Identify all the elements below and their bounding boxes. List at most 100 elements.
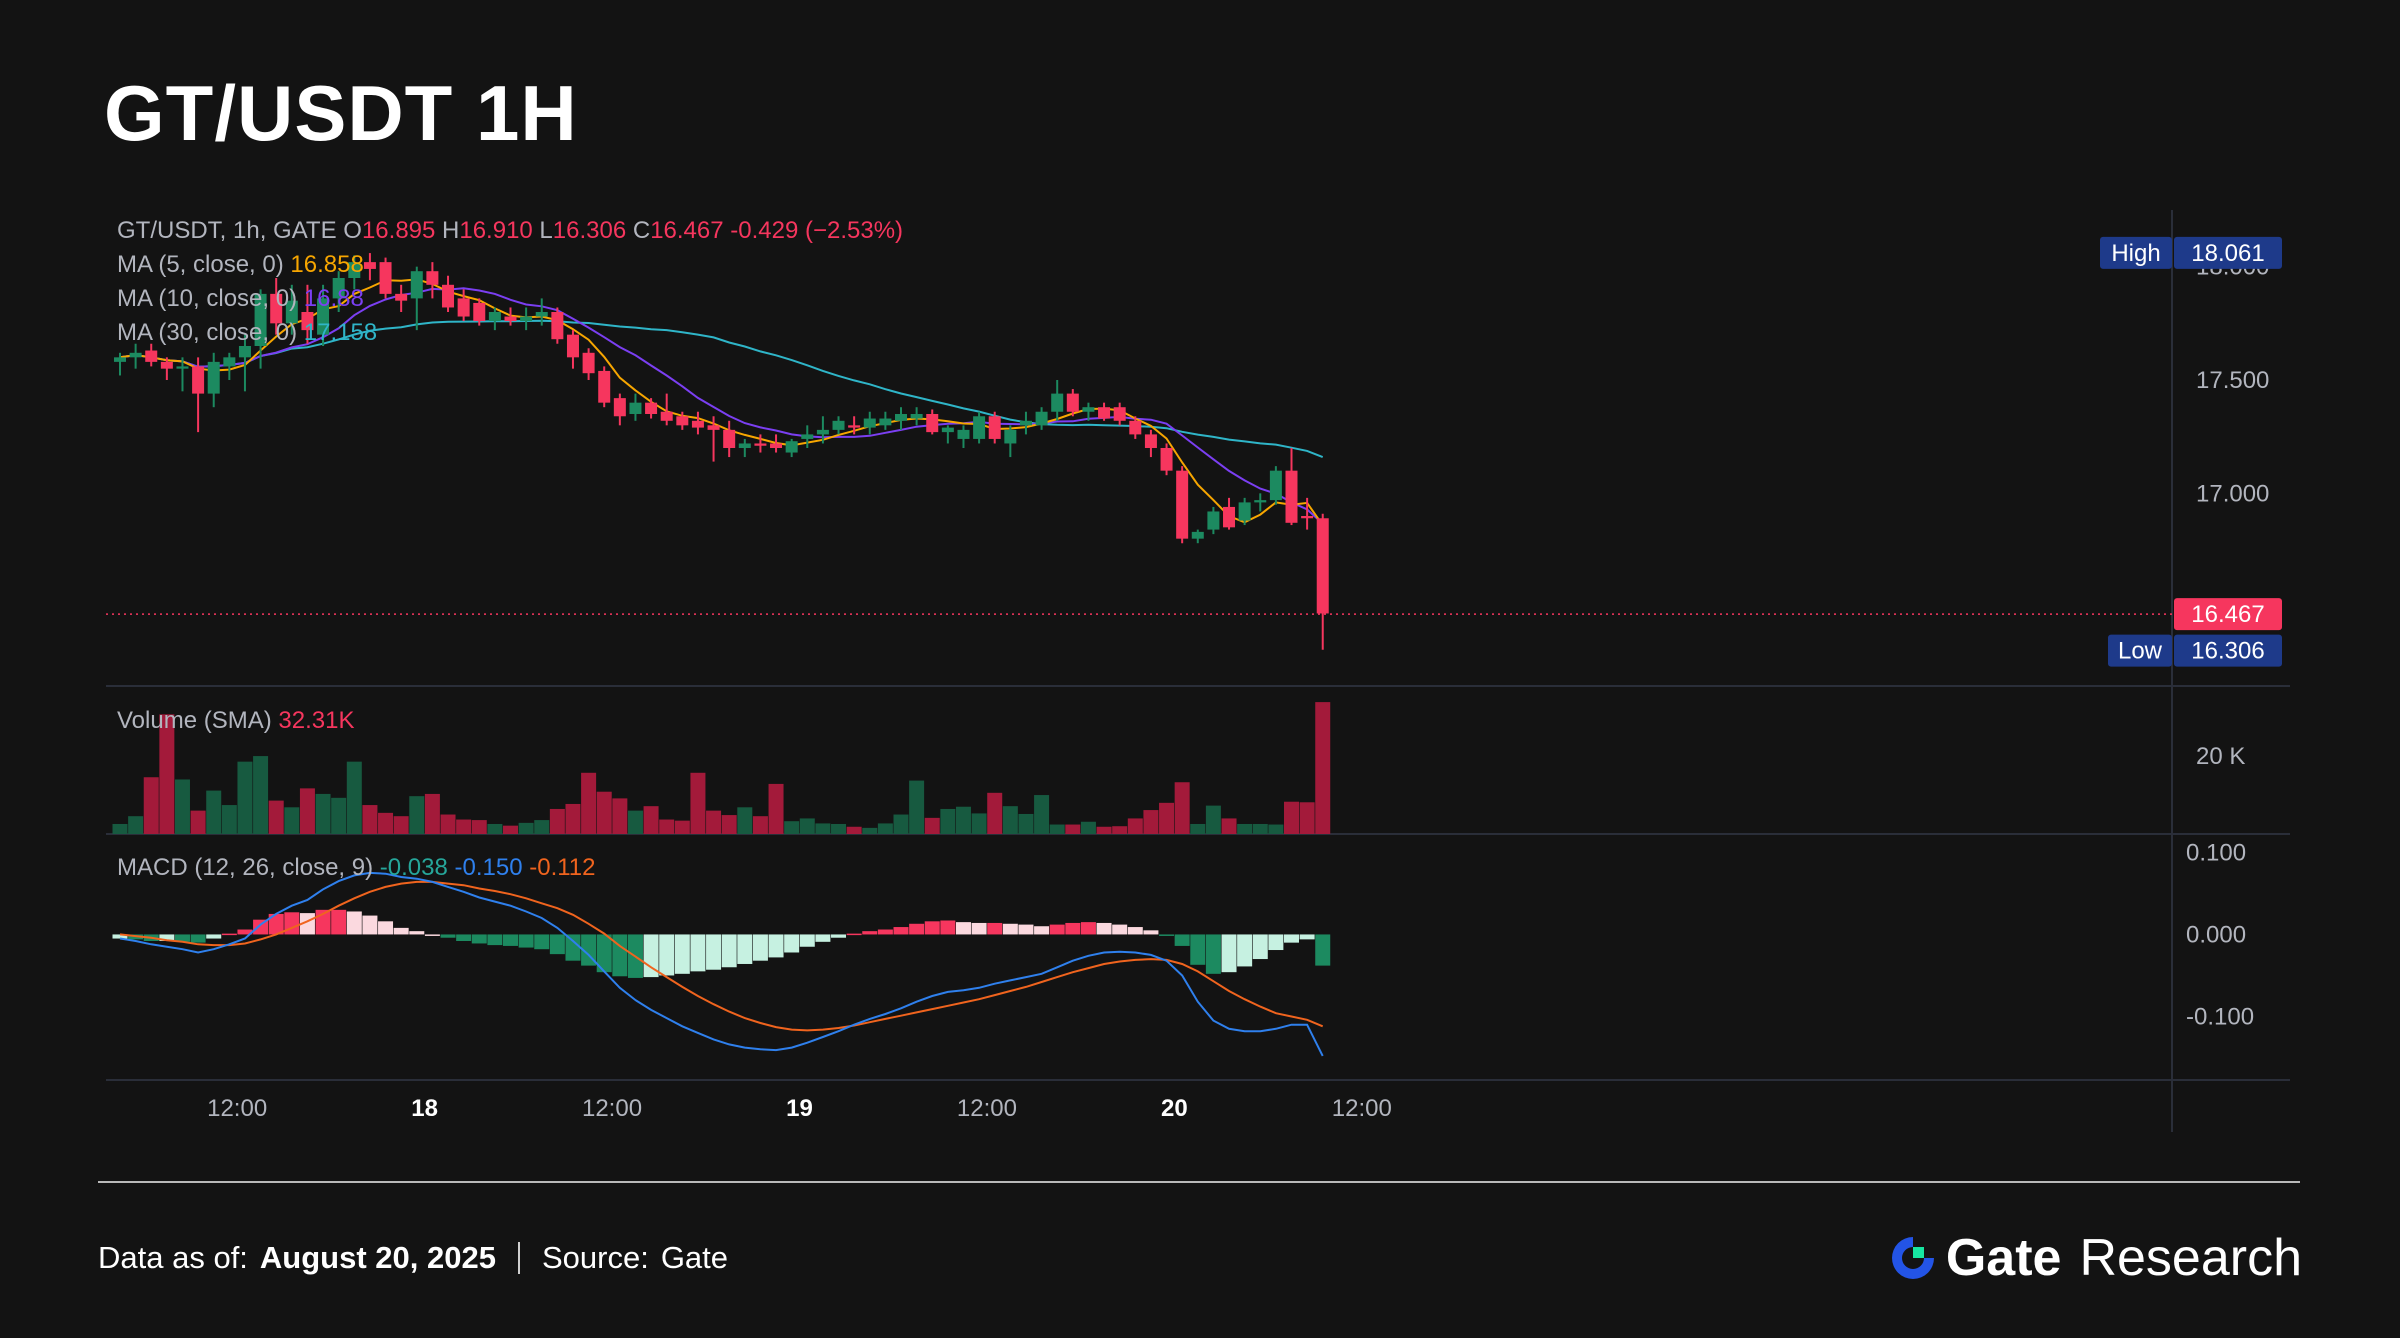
candle-body (1098, 407, 1111, 419)
volume-bar (1080, 821, 1096, 834)
candle-body (1082, 407, 1095, 412)
last-price-value: 16.467 (2191, 601, 2264, 628)
ma-30-line (119, 319, 1324, 459)
candle-body (114, 357, 126, 362)
high-value-badge (2174, 236, 2282, 269)
macd-histogram-bar (1080, 922, 1096, 935)
volume-bar (659, 819, 675, 834)
candle-body (879, 418, 892, 426)
candle-body (473, 302, 486, 322)
volume-bar (768, 783, 784, 834)
macd-axis-tick: -0.100 (2186, 1003, 2254, 1030)
footer-separator (517, 1242, 520, 1274)
candle-body (1301, 516, 1314, 519)
macd-histogram-bar (940, 920, 956, 935)
high-value: 18.061 (2191, 240, 2264, 267)
volume-legend-value: 32.31K (278, 707, 354, 734)
time-axis-tick: 12:00 (1332, 1095, 1392, 1122)
macd-histogram-bar (518, 934, 534, 948)
volume-bar (1159, 802, 1175, 834)
candle-body (301, 312, 314, 331)
macd-histogram-bar (643, 934, 659, 978)
macd-histogram-bar (1096, 922, 1112, 935)
volume-bar (674, 820, 690, 834)
volume-bar (128, 816, 144, 834)
macd-histogram-bar (799, 934, 815, 947)
candle-body (129, 352, 142, 358)
macd-legend-label: MACD (12, 26, close, 9) (117, 854, 373, 881)
open-value: 16.895 (362, 217, 435, 244)
candle-body (676, 416, 689, 426)
high-label-badge (2100, 236, 2172, 269)
volume-bar (706, 810, 722, 834)
volume-bar (815, 823, 831, 834)
volume-bar (456, 819, 472, 834)
macd-histogram-bar (831, 934, 847, 938)
candle-body (566, 334, 579, 358)
candle-body (988, 416, 1001, 439)
volume-bar (331, 797, 347, 834)
volume-bar (596, 791, 612, 834)
macd-histogram-bar (1049, 924, 1065, 935)
candle-body (1238, 502, 1251, 521)
candle-body (1129, 420, 1142, 435)
macd-histogram-bar (1205, 934, 1221, 974)
high-value-text: 16.910 (459, 217, 532, 244)
candle-body (957, 429, 970, 439)
macd-histogram-bar (1174, 934, 1190, 946)
macd-histogram-bar (909, 923, 925, 935)
page-title: GT/USDT 1H (104, 69, 578, 157)
volume-bar (315, 793, 331, 834)
candle-body (707, 425, 720, 430)
macd-histogram-bar (752, 934, 768, 961)
candle-body (395, 293, 408, 301)
volume-bar (1205, 805, 1221, 834)
macd-histogram-bar (1252, 934, 1268, 960)
candle-body (926, 414, 939, 433)
candle-body (488, 312, 501, 322)
macd-histogram-bar (893, 927, 909, 935)
macd-histogram-bar (1002, 923, 1018, 935)
macd-histogram-bar (971, 922, 987, 935)
macd-histogram-bar (955, 922, 971, 935)
macd-axis-tick: 0.100 (2186, 839, 2246, 866)
candle-body (1160, 448, 1173, 471)
macd-histogram-bar (331, 909, 347, 935)
change-value: -0.429 (−2.53%) (724, 217, 903, 244)
volume-bar (284, 807, 300, 834)
candle-body (285, 300, 298, 324)
candle-body (816, 429, 829, 435)
candle-body (270, 293, 283, 324)
macd-line-value: -0.150 (455, 854, 523, 881)
price-badges-group: High 18.061 16.467 Low 16.306 (106, 236, 2282, 667)
candle-body (379, 262, 392, 294)
price-chart: .ax { font-family:"Liberation Sans", san… (106, 210, 2290, 1132)
volume-bar (1018, 813, 1034, 834)
candle-body (223, 357, 236, 367)
volume-bar (909, 780, 925, 834)
macd-histogram-bar (237, 929, 253, 935)
volume-legend-spacer (272, 707, 279, 734)
candle-body (785, 441, 798, 453)
macd-signal-line (119, 880, 1324, 1032)
low-value-badge (2174, 634, 2282, 667)
candle-body (863, 418, 876, 428)
candle-body (1176, 470, 1189, 539)
price-axis-tick: 17.000 (2196, 480, 2269, 507)
volume-bar (424, 793, 440, 834)
ma-5-line (119, 278, 1324, 526)
candle-body (1207, 511, 1220, 530)
macd-histogram-bar (549, 934, 565, 955)
close-value: 16.467 (650, 217, 723, 244)
volume-bar (253, 756, 269, 834)
candle-body (723, 429, 736, 448)
macd-histogram-bar (206, 934, 222, 939)
candles-group (114, 253, 1329, 650)
macd-histogram-bar (987, 922, 1003, 935)
macd-histogram-bar (409, 931, 425, 935)
candle-body (598, 370, 611, 403)
ma-legend-row: MA (5, close, 0) 16.858 (117, 251, 364, 278)
candle-body (645, 402, 658, 414)
low-value-text: 16.306 (553, 217, 626, 244)
volume-bar (1299, 802, 1315, 834)
